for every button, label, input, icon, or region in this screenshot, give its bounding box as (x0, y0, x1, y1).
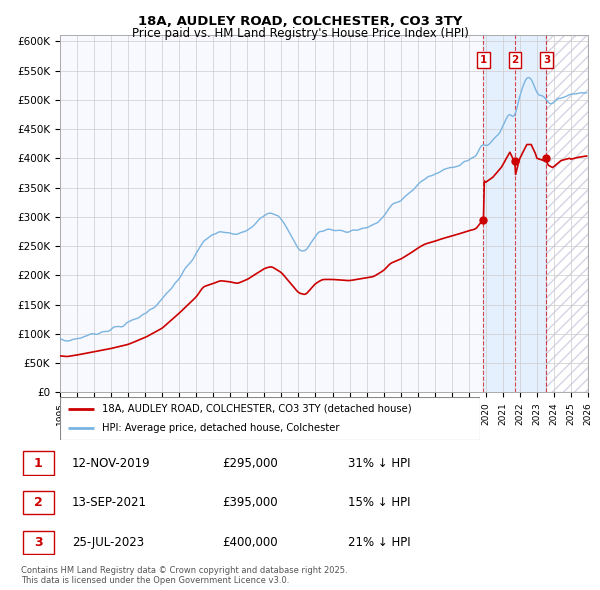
Text: 31% ↓ HPI: 31% ↓ HPI (348, 457, 410, 470)
FancyBboxPatch shape (23, 491, 54, 514)
Text: £400,000: £400,000 (222, 536, 278, 549)
Text: 25-JUL-2023: 25-JUL-2023 (72, 536, 144, 549)
Bar (547, 35, 588, 392)
Text: 21% ↓ HPI: 21% ↓ HPI (348, 536, 410, 549)
Bar (547, 35, 588, 392)
Text: 12-NOV-2019: 12-NOV-2019 (72, 457, 151, 470)
Text: 18A, AUDLEY ROAD, COLCHESTER, CO3 3TY (detached house): 18A, AUDLEY ROAD, COLCHESTER, CO3 3TY (d… (102, 404, 412, 414)
Text: £395,000: £395,000 (222, 496, 278, 509)
Text: 2: 2 (511, 55, 518, 65)
FancyBboxPatch shape (23, 530, 54, 554)
Text: 2: 2 (34, 496, 43, 509)
Text: HPI: Average price, detached house, Colchester: HPI: Average price, detached house, Colc… (102, 422, 340, 432)
Bar (484, 35, 547, 392)
Text: £295,000: £295,000 (222, 457, 278, 470)
Text: 13-SEP-2021: 13-SEP-2021 (72, 496, 147, 509)
Text: 1: 1 (34, 457, 43, 470)
FancyBboxPatch shape (60, 397, 480, 440)
FancyBboxPatch shape (23, 451, 54, 475)
Text: 3: 3 (543, 55, 550, 65)
Text: Price paid vs. HM Land Registry's House Price Index (HPI): Price paid vs. HM Land Registry's House … (131, 27, 469, 40)
Text: 18A, AUDLEY ROAD, COLCHESTER, CO3 3TY: 18A, AUDLEY ROAD, COLCHESTER, CO3 3TY (138, 15, 462, 28)
Text: 15% ↓ HPI: 15% ↓ HPI (348, 496, 410, 509)
Text: Contains HM Land Registry data © Crown copyright and database right 2025.
This d: Contains HM Land Registry data © Crown c… (21, 566, 347, 585)
Text: 3: 3 (34, 536, 43, 549)
Text: 1: 1 (480, 55, 487, 65)
